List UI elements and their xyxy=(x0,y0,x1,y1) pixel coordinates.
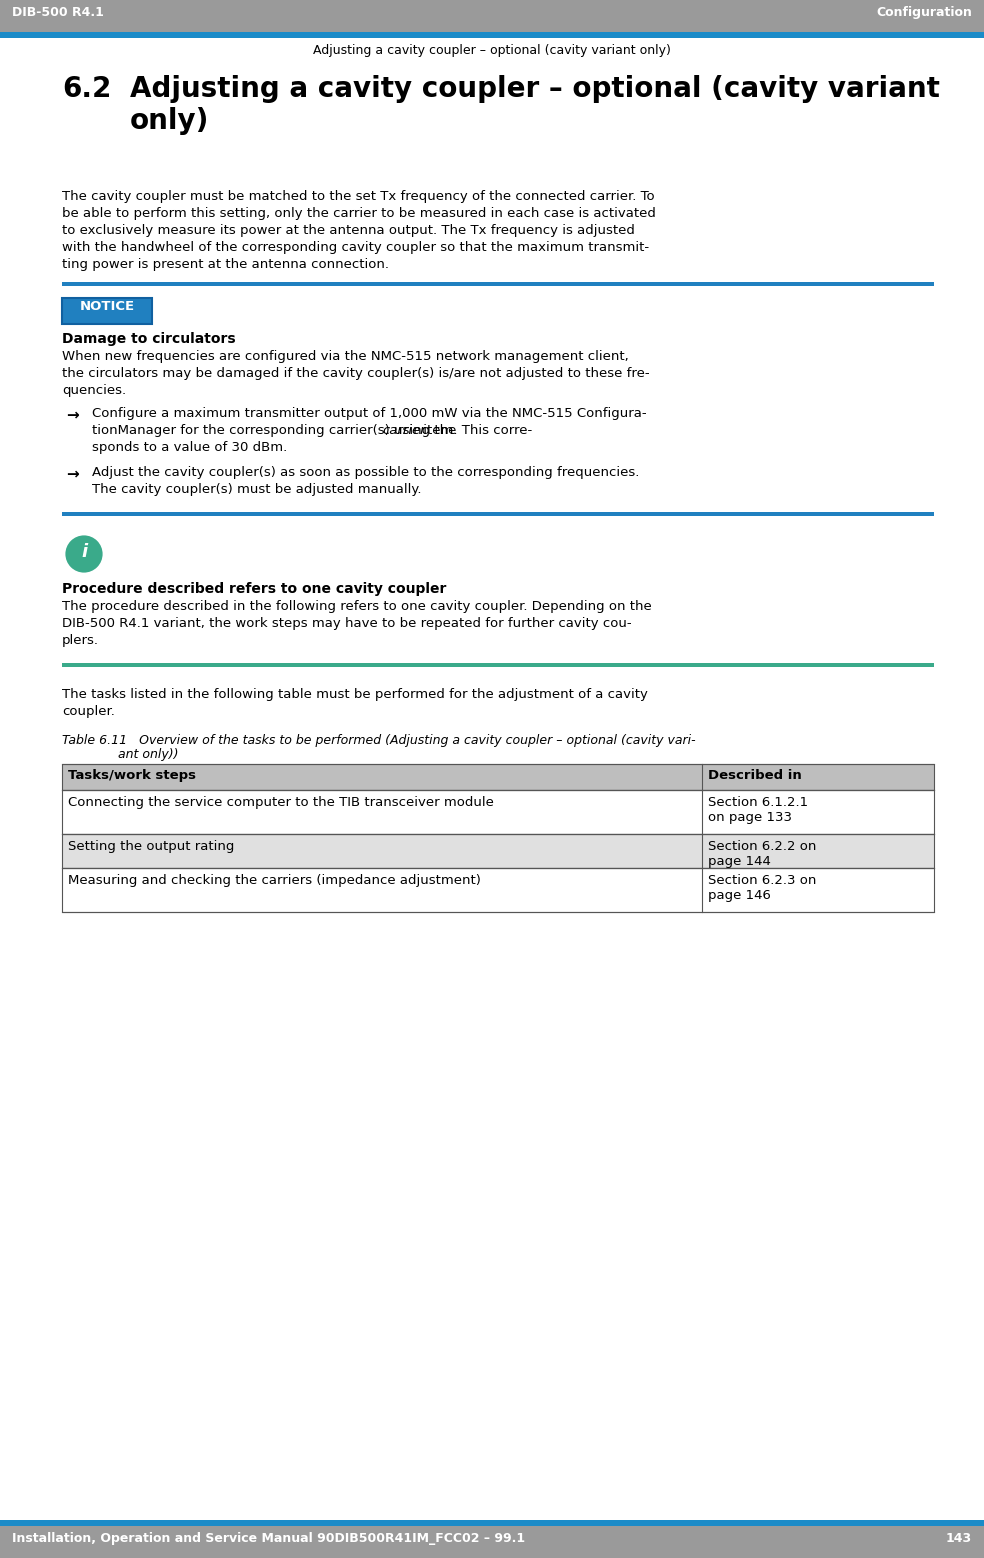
Circle shape xyxy=(64,534,104,573)
Text: DIB-500 R4.1: DIB-500 R4.1 xyxy=(12,6,104,19)
Text: Procedure described refers to one cavity coupler: Procedure described refers to one cavity… xyxy=(62,583,447,597)
Text: Adjusting a cavity coupler – optional (cavity variant
only): Adjusting a cavity coupler – optional (c… xyxy=(130,75,940,136)
Text: Damage to circulators: Damage to circulators xyxy=(62,332,235,346)
Text: with the handwheel of the corresponding cavity coupler so that the maximum trans: with the handwheel of the corresponding … xyxy=(62,241,649,254)
Text: coupler.: coupler. xyxy=(62,706,115,718)
Text: be able to perform this setting, only the carrier to be measured in each case is: be able to perform this setting, only th… xyxy=(62,207,656,220)
Text: item. This corre-: item. This corre- xyxy=(419,424,532,436)
Text: ant only)): ant only)) xyxy=(62,748,178,760)
Text: Configure a maximum transmitter output of 1,000 mW via the NMC-515 Configura-: Configure a maximum transmitter output o… xyxy=(92,407,646,421)
Bar xyxy=(0,1525,984,1558)
Bar xyxy=(62,763,934,790)
Text: Measuring and checking the carriers (impedance adjustment): Measuring and checking the carriers (imp… xyxy=(68,874,481,887)
Text: Adjust the cavity coupler(s) as soon as possible to the corresponding frequencie: Adjust the cavity coupler(s) as soon as … xyxy=(92,466,640,478)
Text: page 146: page 146 xyxy=(708,890,770,902)
Text: Tasks/work steps: Tasks/work steps xyxy=(68,770,196,782)
Bar xyxy=(62,834,934,868)
Text: DIB-500 R4.1 variant, the work steps may have to be repeated for further cavity : DIB-500 R4.1 variant, the work steps may… xyxy=(62,617,632,629)
Text: plers.: plers. xyxy=(62,634,99,647)
Text: 143: 143 xyxy=(946,1532,972,1546)
Text: on page 133: on page 133 xyxy=(708,812,792,824)
Text: Table 6.11   Overview of the tasks to be performed (Adjusting a cavity coupler –: Table 6.11 Overview of the tasks to be p… xyxy=(62,734,696,746)
Text: →: → xyxy=(66,407,79,422)
Text: The tasks listed in the following table must be performed for the adjustment of : The tasks listed in the following table … xyxy=(62,689,647,701)
Bar xyxy=(62,664,934,667)
Bar xyxy=(0,0,984,33)
Bar xyxy=(62,282,934,287)
Bar xyxy=(0,33,984,37)
Text: Configuration: Configuration xyxy=(876,6,972,19)
Text: The procedure described in the following refers to one cavity coupler. Depending: The procedure described in the following… xyxy=(62,600,651,612)
Text: Installation, Operation and Service Manual 90DIB500R41IM_FCC02 – 99.1: Installation, Operation and Service Manu… xyxy=(12,1532,525,1546)
Text: page 144: page 144 xyxy=(708,855,770,868)
Text: sponds to a value of 30 dBm.: sponds to a value of 30 dBm. xyxy=(92,441,287,453)
Text: Section 6.2.2 on: Section 6.2.2 on xyxy=(708,840,817,852)
Text: tionManager for the corresponding carrier(s) using the: tionManager for the corresponding carrie… xyxy=(92,424,461,436)
Text: Setting the output rating: Setting the output rating xyxy=(68,840,234,852)
Text: 6.2: 6.2 xyxy=(62,75,111,103)
Bar xyxy=(0,1521,984,1525)
Bar xyxy=(62,513,934,516)
Text: Section 6.1.2.1: Section 6.1.2.1 xyxy=(708,796,808,809)
Text: The cavity coupler(s) must be adjusted manually.: The cavity coupler(s) must be adjusted m… xyxy=(92,483,421,495)
Text: →: → xyxy=(66,466,79,481)
Text: Connecting the service computer to the TIB transceiver module: Connecting the service computer to the T… xyxy=(68,796,494,809)
Text: Adjusting a cavity coupler – optional (cavity variant only): Adjusting a cavity coupler – optional (c… xyxy=(313,44,671,58)
Text: the circulators may be damaged if the cavity coupler(s) is/are not adjusted to t: the circulators may be damaged if the ca… xyxy=(62,368,649,380)
Bar xyxy=(62,298,152,324)
Text: quencies.: quencies. xyxy=(62,383,126,397)
Bar xyxy=(62,868,934,911)
Text: ting power is present at the antenna connection.: ting power is present at the antenna con… xyxy=(62,259,389,271)
Text: The cavity coupler must be matched to the set Tx frequency of the connected carr: The cavity coupler must be matched to th… xyxy=(62,190,654,203)
Text: Section 6.2.3 on: Section 6.2.3 on xyxy=(708,874,817,887)
Text: When new frequencies are configured via the NMC-515 network management client,: When new frequencies are configured via … xyxy=(62,351,629,363)
Text: i: i xyxy=(81,544,87,561)
Bar xyxy=(62,790,934,834)
Text: NOTICE: NOTICE xyxy=(80,301,135,313)
Text: carrier: carrier xyxy=(383,424,426,436)
Text: Described in: Described in xyxy=(708,770,802,782)
Text: to exclusively measure its power at the antenna output. The Tx frequency is adju: to exclusively measure its power at the … xyxy=(62,224,635,237)
